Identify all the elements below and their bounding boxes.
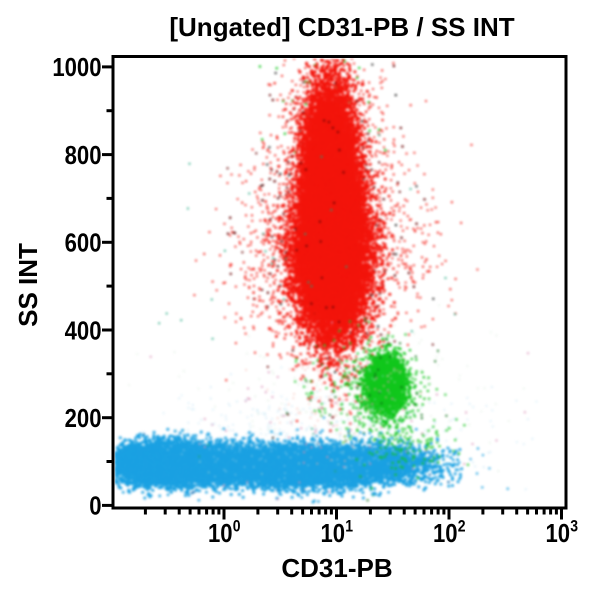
svg-text:10: 10 bbox=[433, 519, 458, 548]
svg-text:CD31-PB: CD31-PB bbox=[281, 553, 392, 583]
svg-text:0: 0 bbox=[233, 517, 241, 535]
svg-text:SS INT: SS INT bbox=[13, 243, 43, 327]
svg-text:3: 3 bbox=[570, 517, 578, 535]
svg-text:1000: 1000 bbox=[52, 54, 101, 83]
svg-text:800: 800 bbox=[65, 141, 102, 170]
svg-text:2: 2 bbox=[458, 517, 466, 535]
svg-text:10: 10 bbox=[321, 519, 346, 548]
svg-text:0: 0 bbox=[89, 492, 101, 521]
svg-text:600: 600 bbox=[65, 229, 102, 258]
svg-text:10: 10 bbox=[208, 519, 233, 548]
svg-text:1: 1 bbox=[345, 517, 353, 535]
svg-text:400: 400 bbox=[65, 317, 102, 346]
svg-text:200: 200 bbox=[65, 404, 102, 433]
svg-text:[Ungated] CD31-PB / SS INT: [Ungated] CD31-PB / SS INT bbox=[169, 12, 514, 42]
svg-text:10: 10 bbox=[546, 519, 571, 548]
